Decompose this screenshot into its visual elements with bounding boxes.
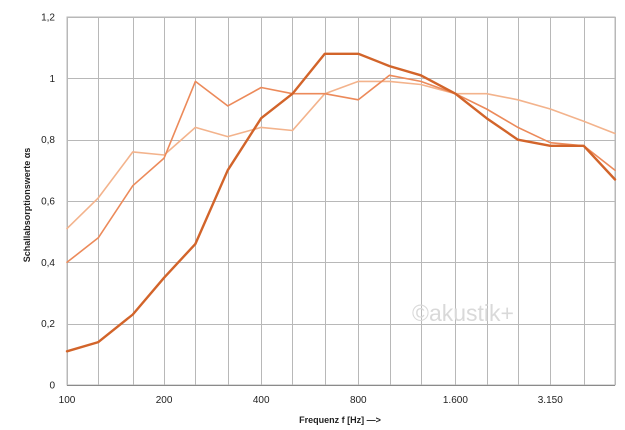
y-tick-label: 1,2 (41, 13, 55, 24)
watermark: ©akustik+ (412, 300, 514, 326)
series-group (65, 52, 617, 353)
x-tick-label: 100 (59, 395, 76, 406)
x-tick-label: 400 (253, 395, 270, 406)
y-tick-label: 0,8 (41, 135, 55, 146)
x-tick-label: 1.600 (443, 395, 468, 406)
x-tick-labels: 100 200 400 800 1.600 3.150 (59, 395, 564, 406)
y-tick-labels: 0 0,2 0,4 0,6 0,8 1 1,2 (41, 13, 55, 392)
y-tick-label: 0,6 (41, 197, 55, 208)
x-axis-label: Frequenz f [Hz] —> (299, 415, 381, 425)
series-line-2 (66, 74, 616, 264)
x-tick-label: 800 (350, 395, 367, 406)
y-tick-label: 1 (49, 74, 55, 85)
y-tick-label: 0,4 (41, 258, 55, 269)
y-tick-label: 0,2 (41, 319, 55, 330)
x-tick-label: 3.150 (538, 395, 563, 406)
grid (66, 16, 616, 386)
y-axis-label: Schallabsorptionswerte αs (22, 148, 32, 263)
y-tick-label: 0 (49, 381, 55, 392)
x-tick-label: 200 (156, 395, 173, 406)
series-line-3 (65, 52, 617, 353)
series-line-1 (66, 80, 616, 230)
